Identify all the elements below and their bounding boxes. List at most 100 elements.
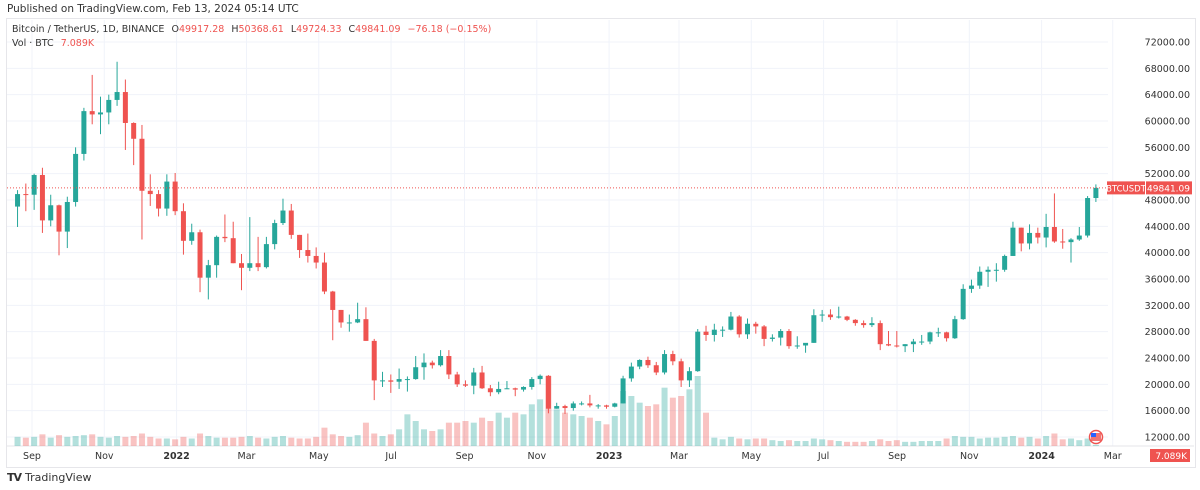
candle-body — [97, 112, 103, 115]
candle-body — [662, 354, 668, 373]
candle-body — [977, 271, 983, 286]
volume-bar — [172, 439, 179, 446]
candle-body — [1018, 227, 1024, 244]
candle-body — [645, 359, 651, 366]
volume-bar — [993, 437, 1000, 446]
volume-bar — [777, 441, 784, 446]
candle-body — [214, 236, 220, 266]
volume-bar — [794, 441, 801, 446]
candle-body — [255, 263, 261, 268]
last-volume-tag: 7.089K — [1155, 452, 1188, 462]
volume-bar — [578, 416, 585, 446]
legend-high-label: H — [231, 24, 239, 35]
candle-body — [380, 380, 386, 382]
candle-body — [1093, 187, 1099, 199]
candle-body — [894, 345, 900, 347]
volume-bar — [1059, 439, 1066, 446]
y-tick-label: 72000.00 — [1145, 38, 1190, 49]
volume-bar — [769, 440, 776, 446]
volume-bar — [230, 437, 237, 446]
volume-bar — [371, 433, 378, 446]
x-tick-label: Jul — [817, 451, 829, 462]
volume-bar — [985, 437, 992, 446]
candle-body — [794, 345, 800, 347]
candle-body — [529, 379, 535, 387]
volume-bar — [246, 436, 253, 446]
volume-bar — [935, 441, 942, 446]
volume-bar — [221, 437, 228, 446]
last-price-tag: 49841.09 — [1147, 184, 1190, 194]
candle-body — [803, 342, 809, 346]
volume-bar — [1001, 436, 1008, 446]
candle-body — [512, 388, 518, 390]
candle-body — [952, 319, 958, 339]
candle-body — [156, 194, 162, 209]
volume-bar — [727, 436, 734, 446]
candle-body — [363, 319, 369, 341]
candle-body — [197, 232, 203, 278]
footer-brand[interactable]: TV TradingView — [7, 471, 92, 484]
symbol-tag-bg — [1107, 181, 1145, 195]
volume-bar — [279, 436, 286, 446]
candle-body — [222, 236, 228, 239]
volume-bar — [72, 436, 79, 446]
y-tick-label: 52000.00 — [1145, 169, 1190, 180]
x-tick-label: Mar — [1104, 451, 1122, 462]
volume-bar — [213, 437, 220, 446]
volume-bar — [238, 436, 245, 446]
legend-low-label: L — [290, 24, 297, 35]
candle-body — [321, 262, 327, 292]
candle-body — [935, 332, 941, 334]
volume-bar — [387, 434, 394, 446]
volume-bar — [1051, 433, 1058, 446]
volume-bar — [926, 441, 933, 446]
candle-body — [355, 319, 361, 323]
volume-bar — [553, 409, 560, 446]
candle-body — [164, 181, 170, 209]
volume-bar — [943, 438, 950, 446]
candle-body — [338, 309, 344, 323]
legend-change: −76.18 (−0.15%) — [407, 24, 492, 35]
volume-bar — [537, 399, 544, 446]
candle-body — [106, 99, 112, 113]
symbol-tag: BTCUSDT — [1106, 184, 1147, 194]
candle-body — [836, 316, 842, 318]
x-tick-label: Nov — [95, 451, 114, 462]
volume-bar — [827, 440, 834, 446]
volume-bar — [603, 424, 610, 446]
volume-bar — [703, 412, 710, 446]
candle-body — [247, 263, 253, 268]
candle-body — [189, 232, 195, 241]
volume-bar — [885, 441, 892, 446]
volume-bar — [1034, 438, 1041, 446]
candle-body — [39, 174, 45, 221]
tradingview-logo-icon: TV — [7, 471, 22, 484]
candle-body — [205, 265, 211, 278]
candle-body — [786, 331, 792, 347]
volume-bar — [89, 434, 96, 446]
volume-bar — [14, 436, 21, 446]
candle-body — [471, 372, 477, 386]
candle-body — [429, 362, 435, 366]
x-tick-label: Nov — [960, 451, 979, 462]
volume-bar — [686, 389, 693, 446]
candle-body — [56, 205, 62, 232]
volume-bar — [22, 437, 29, 446]
candle-body — [537, 375, 543, 380]
volume-bar — [445, 422, 452, 446]
volume-bar — [155, 438, 162, 446]
volume-value: 7.089K — [60, 38, 95, 49]
candle-body — [869, 323, 875, 326]
published-caption: Published on TradingView.com, Feb 13, 20… — [7, 3, 299, 15]
volume-bar — [562, 412, 569, 446]
candle-body — [48, 205, 54, 221]
candle-body — [1010, 227, 1016, 256]
candle-body — [620, 378, 626, 404]
volume-bar — [354, 435, 361, 446]
candle-body — [64, 201, 70, 232]
volume-bar — [752, 438, 759, 446]
candle-body — [811, 315, 817, 343]
volume-bar — [844, 441, 851, 446]
volume-bar — [56, 435, 63, 446]
